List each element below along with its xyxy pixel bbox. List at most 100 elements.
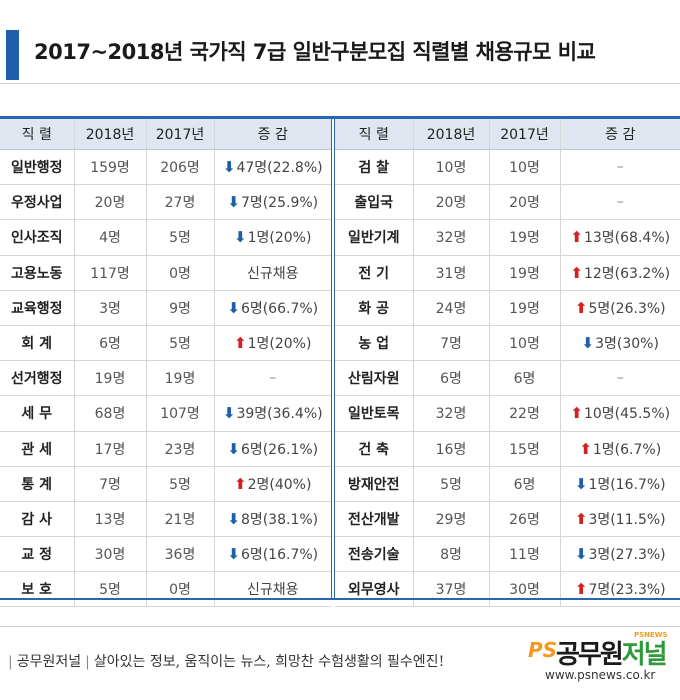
comparison-table: 직 렬 2018년 2017년 증 감 일반행정 159명 206명 ⬇47명(22.… <box>0 116 680 608</box>
table-row: 선거행정 19명 19명 – <box>0 360 331 397</box>
site-url: www.psnews.co.kr <box>545 668 656 682</box>
down-arrow-icon: ⬇ <box>574 545 588 564</box>
change-value: 6명(66.7%) <box>240 300 319 317</box>
count-2018-cell: 16명 <box>413 431 490 467</box>
table-row: 일반토목 32명 22명 ⬆10명(45.5%) <box>335 395 680 432</box>
table-row: 교 정 30명 36명 ⬇6명(16.7%) <box>0 536 331 573</box>
logo-ps-mark: PS <box>528 638 558 662</box>
footer-text: | 공무원저널 | 살아있는 정보, 움직이는 뉴스, 희망찬 수험생활의 필수엔진! <box>4 651 444 671</box>
down-arrow-icon: ⬇ <box>581 334 595 353</box>
count-2018-cell: 5명 <box>413 466 490 502</box>
logo-tag: PSNEWS <box>634 631 668 639</box>
job-cell: 전산개발 <box>335 501 414 538</box>
up-arrow-icon: ⬆ <box>574 509 588 528</box>
down-arrow-icon: ⬇ <box>227 545 240 564</box>
count-2018-cell: 159명 <box>74 149 147 186</box>
count-2017-cell: 22명 <box>489 395 561 432</box>
footer-brand: 공무원저널 <box>16 654 82 670</box>
footer-separator: | <box>8 654 13 670</box>
count-2017-cell: 6명 <box>489 360 561 397</box>
job-cell: 일반행정 <box>0 149 75 186</box>
table-row: 보 호 5명 0명 신규채용 <box>0 571 331 608</box>
down-arrow-icon: ⬇ <box>227 509 240 528</box>
count-2017-cell: 5명 <box>146 325 215 362</box>
table-row: 일반기계 32명 19명 ⬆13명(68.4%) <box>335 219 680 256</box>
table-center-divider <box>331 119 335 598</box>
table-top-rule <box>0 116 680 119</box>
count-2018-cell: 17명 <box>74 431 147 467</box>
change-value: 6명(16.7%) <box>240 547 319 564</box>
up-arrow-icon: ⬆ <box>234 474 247 493</box>
job-cell: 인사조직 <box>0 219 75 256</box>
table-row: 외무영사 37명 30명 ⬆7명(23.3%) <box>335 571 680 608</box>
table-row: 건 축 16명 15명 ⬆1명(6.7%) <box>335 431 680 467</box>
count-2018-cell: 68명 <box>74 395 147 432</box>
change-cell: ⬆3명(11.5%) <box>560 501 680 538</box>
change-value: 8명(38.1%) <box>240 511 319 528</box>
table-row: 감 사 13명 21명 ⬇8명(38.1%) <box>0 501 331 538</box>
up-arrow-icon: ⬆ <box>574 580 588 599</box>
count-2017-cell: 0명 <box>146 255 215 291</box>
count-2018-cell: 117명 <box>74 255 147 291</box>
change-cell: ⬇3명(27.3%) <box>560 536 680 573</box>
job-cell: 회 계 <box>0 325 75 362</box>
change-cell: ⬇3명(30%) <box>560 325 680 362</box>
count-2018-cell: 37명 <box>413 571 490 608</box>
count-2018-cell: 7명 <box>74 466 147 502</box>
count-2018-cell: 7명 <box>413 325 490 362</box>
job-cell: 화 공 <box>335 290 414 326</box>
count-2017-cell: 9명 <box>146 290 215 326</box>
count-2017-cell: 107명 <box>146 395 215 432</box>
job-cell: 건 축 <box>335 431 414 467</box>
change-cell: ⬆2명(40%) <box>214 466 331 502</box>
count-2017-cell: 19명 <box>146 360 215 397</box>
change-cell: ⬇39명(36.4%) <box>214 395 331 432</box>
change-cell: – <box>214 360 331 397</box>
header-2017: 2017년 <box>489 119 561 150</box>
table-left-half: 직 렬 2018년 2017년 증 감 일반행정 159명 206명 ⬇47명(22.… <box>0 119 331 608</box>
job-cell: 검 찰 <box>335 149 414 186</box>
change-value: 1명(20%) <box>247 336 312 353</box>
change-value: 7명(23.3%) <box>588 582 666 599</box>
down-arrow-icon: ⬇ <box>574 474 588 493</box>
change-cell: ⬆13명(68.4%) <box>560 219 680 256</box>
change-cell: ⬇1명(16.7%) <box>560 466 680 502</box>
count-2018-cell: 10명 <box>413 149 490 186</box>
change-value: 3명(27.3%) <box>588 547 666 564</box>
table-row: 출입국 20명 20명 – <box>335 184 680 221</box>
change-cell: ⬇6명(26.1%) <box>214 431 331 467</box>
count-2017-cell: 15명 <box>489 431 561 467</box>
change-cell: ⬆7명(23.3%) <box>560 571 680 608</box>
up-arrow-icon: ⬆ <box>579 439 592 458</box>
count-2017-cell: 10명 <box>489 325 561 362</box>
down-arrow-icon: ⬇ <box>222 158 236 177</box>
table-row: 통 계 7명 5명 ⬆2명(40%) <box>0 466 331 502</box>
count-2018-cell: 5명 <box>74 571 147 608</box>
change-cell: ⬇6명(16.7%) <box>214 536 331 573</box>
count-2017-cell: 10명 <box>489 149 561 186</box>
count-2017-cell: 6명 <box>489 466 561 502</box>
change-value: 3명(30%) <box>595 336 659 353</box>
job-cell: 출입국 <box>335 184 414 221</box>
header-job: 직 렬 <box>335 119 414 150</box>
table-row: 농 업 7명 10명 ⬇3명(30%) <box>335 325 680 362</box>
logo-name: 공무원저널 <box>556 634 668 671</box>
change-cell: ⬆1명(20%) <box>214 325 331 362</box>
table-row: 고용노동 117명 0명 신규채용 <box>0 255 331 291</box>
table-row: 세 무 68명 107명 ⬇39명(36.4%) <box>0 395 331 432</box>
count-2017-cell: 36명 <box>146 536 215 573</box>
header-change: 증 감 <box>560 119 680 150</box>
header-change: 증 감 <box>214 119 331 150</box>
change-cell: ⬇6명(66.7%) <box>214 290 331 326</box>
count-2017-cell: 30명 <box>489 571 561 608</box>
change-cell: ⬇8명(38.1%) <box>214 501 331 538</box>
count-2018-cell: 3명 <box>74 290 147 326</box>
job-cell: 교 정 <box>0 536 75 573</box>
title-divider <box>0 83 680 84</box>
up-arrow-icon: ⬆ <box>570 263 583 282</box>
job-cell: 통 계 <box>0 466 75 502</box>
change-value: 13명(68.4%) <box>583 230 671 247</box>
logo-name-main: 공무원 <box>556 640 624 670</box>
change-cell: – <box>560 184 680 221</box>
count-2018-cell: 32명 <box>413 395 490 432</box>
